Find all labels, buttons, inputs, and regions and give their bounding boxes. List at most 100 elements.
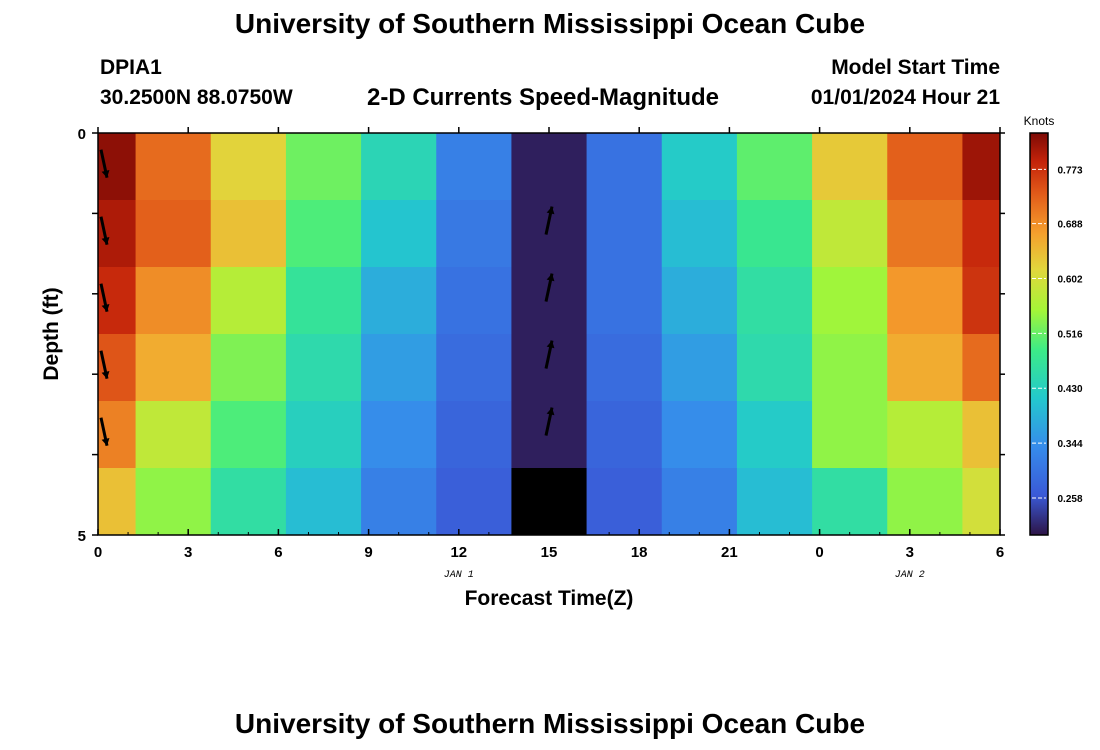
heatmap-cell — [361, 200, 437, 268]
colorbar-tick-label: 0.258 — [1057, 494, 1082, 505]
heatmap-cell — [135, 133, 212, 201]
heatmap-cell — [661, 401, 738, 469]
heatmap-cell — [736, 334, 813, 402]
heatmap-cell — [812, 267, 888, 335]
y-tick-label: 5 — [78, 528, 86, 545]
heatmap-cell — [736, 468, 813, 536]
page-title: University of Southern Mississippi Ocean… — [234, 8, 866, 39]
y-tick-label: 0 — [78, 126, 86, 143]
heatmap-cell — [285, 334, 362, 402]
heatmap-cell — [661, 133, 738, 201]
heatmap-cell — [812, 468, 888, 536]
heatmap-cell — [210, 401, 287, 469]
heatmap-cell — [210, 267, 287, 335]
current-vector-arrowhead — [101, 438, 110, 446]
colorbar-tick-label: 0.430 — [1057, 384, 1082, 395]
colorbar-tick-label: 0.602 — [1057, 274, 1082, 285]
heatmap-cell — [361, 401, 437, 469]
current-vector-arrowhead — [101, 237, 110, 245]
x-tick-label: 3 — [906, 544, 914, 561]
current-vector-arrowhead — [101, 371, 110, 379]
heatmap-cell — [210, 200, 287, 268]
heatmap-cell — [661, 334, 738, 402]
heatmap-cell — [812, 334, 888, 402]
heatmap-cell — [210, 133, 287, 201]
current-vector-arrowhead — [546, 407, 555, 416]
heatmap-cell — [887, 468, 963, 536]
heatmap-cell — [661, 267, 738, 335]
current-vector-arrowhead — [546, 340, 555, 349]
heatmap-cell — [736, 133, 813, 201]
heatmap-cell — [361, 334, 437, 402]
x-tick-label: 3 — [184, 544, 192, 561]
colorbar — [1029, 132, 1049, 536]
colorbar-tick-label: 0.344 — [1057, 439, 1082, 450]
x-tick-label: 21 — [721, 544, 738, 561]
heatmap-cell — [586, 200, 663, 268]
heatmap-cell — [511, 468, 588, 536]
heatmap-cell — [285, 401, 362, 469]
current-vector-arrowhead — [546, 273, 555, 282]
y-axis-title: Depth (ft) — [40, 287, 63, 380]
footer-title: University of Southern Mississippi Ocean… — [234, 708, 866, 739]
heatmap-cell — [361, 267, 437, 335]
heatmap-cell — [436, 133, 512, 201]
heatmap-cell — [586, 468, 663, 536]
heatmap-cell — [887, 267, 963, 335]
heatmap-cell — [736, 401, 813, 469]
heatmap-cell — [962, 468, 1001, 536]
x-axis-title: Forecast Time(Z) — [465, 587, 634, 610]
heatmap-cell — [135, 267, 212, 335]
heatmap-cell — [361, 133, 437, 201]
x-tick-label: 15 — [541, 544, 558, 561]
heatmap-cell — [586, 267, 663, 335]
heatmap-cell — [887, 401, 963, 469]
heatmap-cell — [812, 133, 888, 201]
x-tick-label: 0 — [94, 544, 102, 561]
x-date-label: JAN 2 — [895, 570, 925, 581]
x-tick-label: 9 — [364, 544, 372, 561]
heatmap-cell — [586, 401, 663, 469]
heatmap-cell — [511, 133, 588, 201]
current-vector-arrowhead — [546, 206, 555, 215]
model-start-label: Model Start Time — [831, 56, 1000, 79]
x-tick-label: 18 — [631, 544, 648, 561]
heatmap-cell — [962, 401, 1001, 469]
heatmap-cell — [887, 133, 963, 201]
heatmap-cell — [962, 267, 1001, 335]
heatmap-cell — [436, 200, 512, 268]
heatmap-cell — [887, 334, 963, 402]
heatmap-cell — [135, 334, 212, 402]
x-tick-label: 12 — [450, 544, 467, 561]
colorbar-tick-label: 0.516 — [1057, 329, 1082, 340]
heatmap-cell — [661, 468, 738, 536]
heatmap-cell — [812, 401, 888, 469]
chart-subtitle: 2-D Currents Speed-Magnitude — [367, 84, 720, 111]
heatmap-cell — [962, 200, 1001, 268]
heatmap-cell — [285, 133, 362, 201]
heatmap-cell — [436, 267, 512, 335]
heatmap-cell — [285, 200, 362, 268]
model-start-value: 01/01/2024 Hour 21 — [810, 86, 1000, 109]
current-vector-arrowhead — [101, 304, 110, 312]
x-date-label: JAN 1 — [444, 570, 474, 581]
heatmap-cell — [135, 401, 212, 469]
heatmap-cell — [285, 267, 362, 335]
station-name: DPIA1 — [100, 56, 162, 79]
heatmap-cell — [736, 200, 813, 268]
heatmap-cell — [135, 468, 212, 536]
heatmap-cell — [661, 200, 738, 268]
heatmap-cell — [436, 468, 512, 536]
x-tick-label: 6 — [274, 544, 282, 561]
heatmap-cell — [135, 200, 212, 268]
heatmap-cell — [586, 334, 663, 402]
heatmap-cell — [736, 267, 813, 335]
heatmap-cell — [962, 334, 1001, 402]
heatmap-cell — [436, 401, 512, 469]
heatmap-cell — [210, 468, 287, 536]
heatmap-cell — [812, 200, 888, 268]
station-coordinates: 30.2500N 88.0750W — [100, 86, 293, 109]
heatmap-cell — [436, 334, 512, 402]
colorbar-tick-label: 0.688 — [1057, 220, 1082, 231]
x-tick-label: 6 — [996, 544, 1004, 561]
